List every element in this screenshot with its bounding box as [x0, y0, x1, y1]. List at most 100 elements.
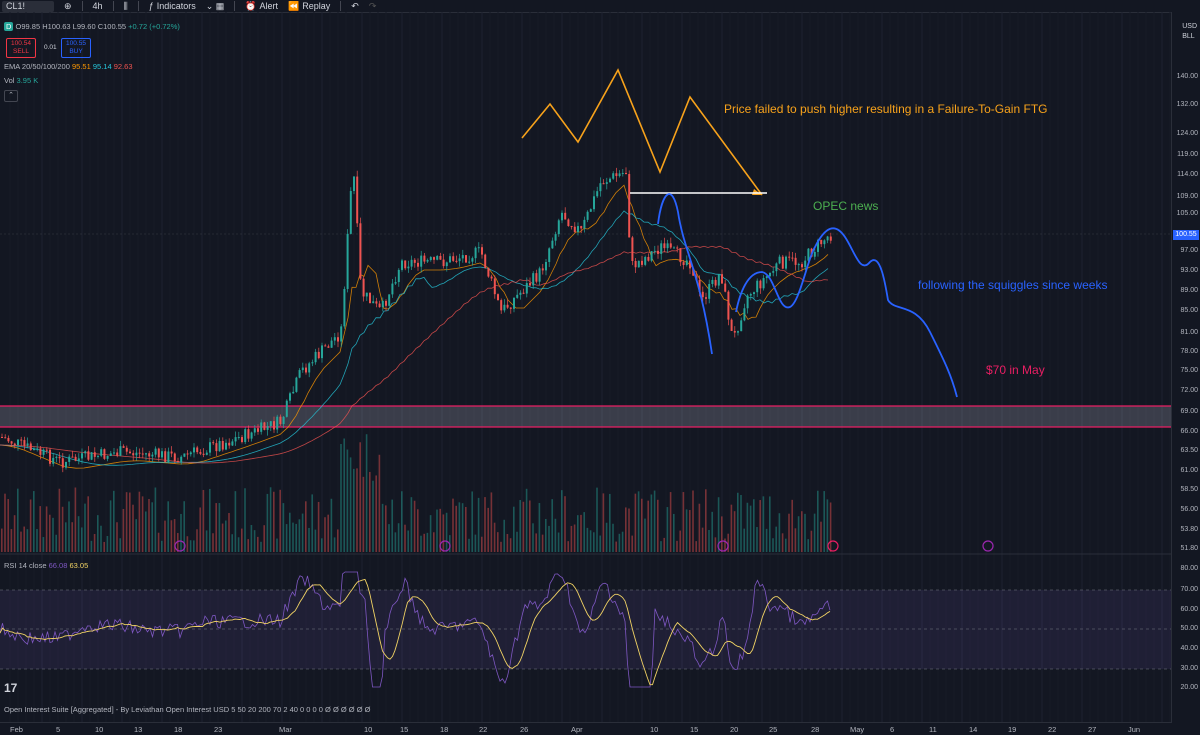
time-tick-label: Apr	[571, 725, 583, 734]
time-tick-label: 19	[1008, 725, 1017, 734]
alert-icon: ⏰	[245, 0, 257, 11]
interval-button[interactable]: 4h	[92, 1, 103, 11]
chart-type-icon[interactable]: ⫼	[123, 0, 128, 11]
ftg-zigzag-drawing[interactable]	[521, 68, 763, 196]
price-tick-label: 132.00	[1176, 101, 1198, 108]
price-tick-label: 75.00	[1180, 367, 1198, 374]
rsi-tick-label: 60.00	[1180, 606, 1198, 613]
ema-value-2: 95.14	[92, 62, 112, 71]
price-axis[interactable]: 140.00 132.00 124.00 119.00 114.00 109.00 105.…	[1171, 12, 1200, 722]
last-price-tag: 100.55	[1173, 230, 1199, 240]
tradingview-logo: 17	[4, 681, 18, 695]
price-tick-label: 114.00	[1177, 171, 1198, 178]
rsi-lines	[0, 571, 831, 688]
price-tick-label: 124.00	[1176, 130, 1198, 137]
alert-button[interactable]: ⏰ Alert	[245, 1, 278, 12]
low-value: L99.60	[72, 22, 96, 31]
symbol-search[interactable]: CL1!	[2, 0, 54, 12]
vol-value: 3.95 K	[16, 76, 39, 85]
price-tick-label: 78.00	[1180, 348, 1198, 355]
time-tick-label: 15	[400, 725, 409, 734]
chart-canvas[interactable]: 17	[0, 12, 1172, 722]
day-badge: D	[4, 22, 14, 31]
alert-label: Alert	[259, 1, 279, 11]
redo-icon[interactable]: ↷	[368, 0, 377, 11]
volume-bars	[1, 434, 832, 552]
price-tick-label: 93.00	[1180, 267, 1198, 274]
grid-lines	[9, 12, 1171, 722]
undo-icon[interactable]: ↶	[351, 0, 359, 11]
event-markers[interactable]	[174, 540, 994, 552]
time-axis[interactable]: Feb 5 10 13 18 23 Mar 10 15 18 22 26 Apr 10 15 20 25 28 Ma…	[0, 722, 1172, 735]
price-tick-label: 51.80	[1180, 545, 1198, 552]
price-tick-label: 105.00	[1176, 210, 1198, 217]
target-annotation[interactable]: $70 in May	[986, 363, 1045, 377]
buy-price: 100.55	[66, 40, 86, 47]
divider	[340, 1, 342, 11]
squiggles-annotation[interactable]: following the squiggles since weeks	[918, 278, 1108, 292]
close-value: C100.55	[97, 22, 127, 31]
ftg-annotation[interactable]: Price failed to push higher resulting in…	[724, 102, 1048, 116]
opec-annotation[interactable]: OPEC news	[813, 199, 879, 213]
time-tick-label: 15	[690, 725, 699, 734]
rsi-value-1: 66.08	[48, 561, 68, 570]
squiggle-projection-1[interactable]	[657, 193, 713, 355]
ema-legend[interactable]: EMA 20/50/100/200 95.51 95.14 92.63	[4, 62, 133, 71]
price-tick-label: 53.80	[1180, 526, 1198, 533]
time-tick-label: 10	[364, 725, 373, 734]
time-tick-label: 25	[769, 725, 778, 734]
volume-legend[interactable]: Vol 3.95 K	[4, 76, 38, 85]
high-value: H100.63	[42, 22, 71, 31]
sell-label: SELL	[13, 48, 29, 55]
time-tick-label: Mar	[279, 725, 292, 734]
price-tick-label: 63.50	[1180, 447, 1198, 454]
time-tick-label: 22	[479, 725, 488, 734]
time-tick-label: 22	[1048, 725, 1057, 734]
indicator-footer-label[interactable]: Open Interest Suite [Aggregated] - By Le…	[4, 705, 371, 714]
buy-button[interactable]: 100.55 BUY	[61, 38, 91, 58]
indicators-button[interactable]: ƒ Indicators	[149, 1, 196, 11]
rsi-tick-label: 40.00	[1180, 645, 1198, 652]
buy-label: BUY	[69, 48, 83, 55]
spread-value: 0.01	[44, 44, 57, 51]
rsi-tick-label: 30.00	[1180, 665, 1198, 672]
rsi-tick-label: 80.00	[1180, 565, 1198, 572]
time-tick-label: 14	[969, 725, 978, 734]
time-tick-label: 27	[1088, 725, 1097, 734]
price-tick-label: 81.00	[1180, 329, 1198, 336]
time-tick-label: 10	[650, 725, 659, 734]
currency-label: USD	[1182, 23, 1197, 30]
time-tick-label: 26	[520, 725, 529, 734]
collapse-legend-button[interactable]: ⌃	[4, 90, 18, 102]
unit-label: BLL	[1182, 33, 1195, 40]
squiggle-projection-2[interactable]	[735, 227, 958, 398]
price-zone	[0, 406, 1172, 427]
time-tick-label: 18	[174, 725, 183, 734]
templates-icon[interactable]: ⌄ ▦	[205, 0, 225, 11]
time-tick-label: 20	[730, 725, 739, 734]
divider	[137, 1, 139, 11]
replay-button[interactable]: ⏪ Replay	[288, 1, 330, 12]
compare-icon[interactable]: ⊕	[64, 0, 72, 11]
ema-label: EMA 20/50/100/200	[4, 62, 70, 71]
currency-unit[interactable]: USD BLL	[1182, 22, 1197, 42]
open-value: O99.85	[15, 22, 41, 31]
time-tick-label: Feb	[10, 725, 23, 734]
rsi-tick-label: 20.00	[1180, 684, 1198, 691]
rsi-label: RSI 14 close	[4, 561, 47, 570]
top-toolbar: CL1! ⊕ 4h ⫼ ƒ Indicators ⌄ ▦ ⏰ Alert ⏪ Repl…	[0, 0, 1200, 13]
price-tick-label: 140.00	[1176, 73, 1198, 80]
time-tick-label: 13	[134, 725, 143, 734]
sell-button[interactable]: 100.54 SELL	[6, 38, 36, 58]
divider	[112, 1, 114, 11]
time-tick-label: 28	[811, 725, 820, 734]
rsi-legend[interactable]: RSI 14 close 66.08 63.05	[4, 561, 88, 570]
time-tick-label: 10	[95, 725, 104, 734]
price-tick-label: 89.00	[1180, 287, 1198, 294]
price-tick-label: 119.00	[1177, 151, 1198, 158]
vol-label: Vol	[4, 76, 15, 85]
price-tick-label: 109.00	[1176, 193, 1198, 200]
time-tick-label: 23	[214, 725, 223, 734]
time-tick-label: 5	[56, 725, 61, 734]
price-candles	[1, 167, 832, 473]
